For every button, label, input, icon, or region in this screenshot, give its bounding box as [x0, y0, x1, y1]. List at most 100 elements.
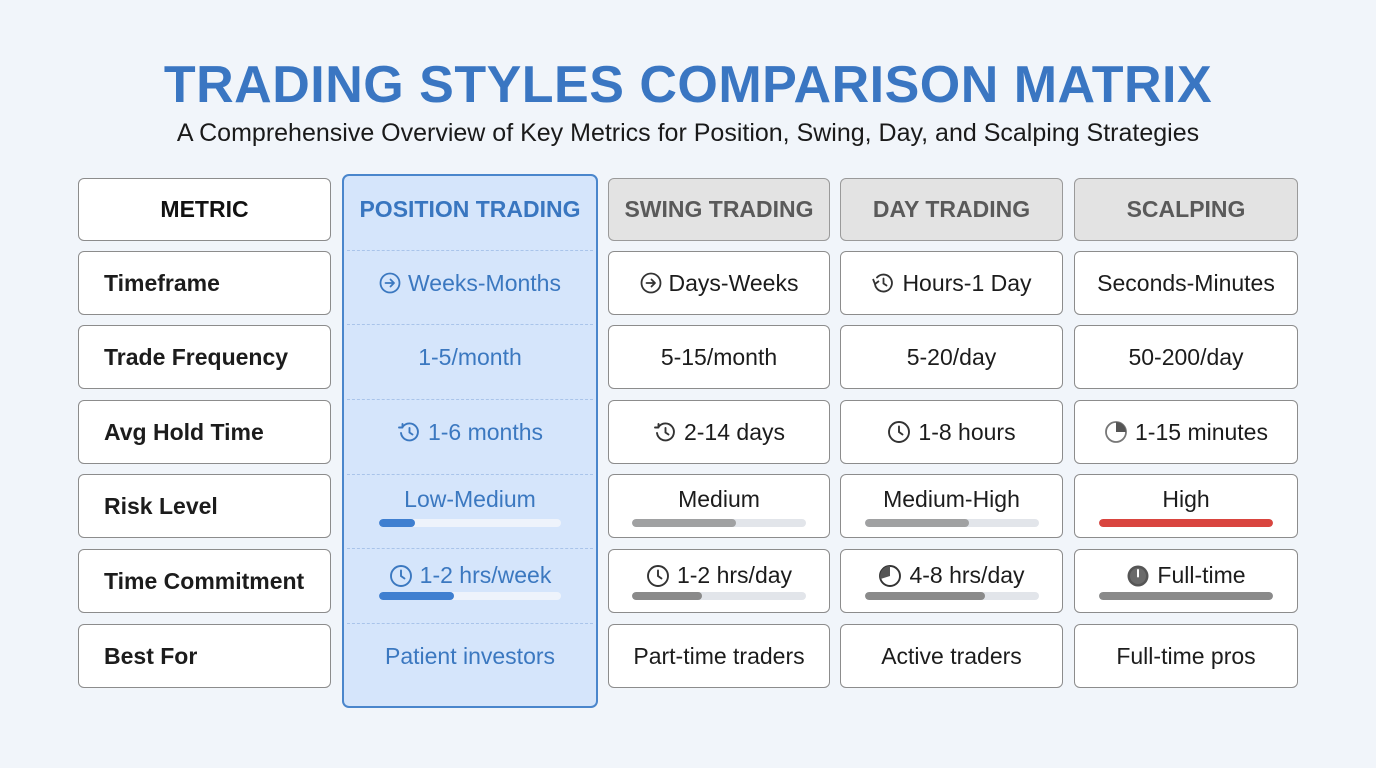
- page-subtitle: A Comprehensive Overview of Key Metrics …: [176, 119, 1200, 147]
- cell-value: 50-200/day: [1128, 343, 1244, 370]
- scalping-risk: High: [1074, 474, 1298, 538]
- filled-clock-icon: [1126, 564, 1150, 588]
- day-commitment: 4-8 hrs/day: [840, 549, 1063, 613]
- cell-value: 1-15 minutes: [1135, 418, 1268, 445]
- cell-value: 2-14 days: [683, 418, 785, 445]
- metric-time-commitment: Time Commitment: [78, 549, 331, 613]
- position-commitment: 1-2 hrs/week: [344, 549, 596, 613]
- header-position-label: POSITION TRADING: [359, 196, 581, 222]
- metric-label: Trade Frequency: [104, 343, 289, 370]
- metric-trade-frequency: Trade Frequency: [78, 325, 331, 389]
- clock-icon: [389, 564, 413, 588]
- cell-value: Full-time: [1157, 562, 1246, 588]
- header-scalping-label: SCALPING: [1126, 196, 1246, 222]
- arrow-right-circle-icon: [379, 272, 401, 294]
- scalping-frequency: 50-200/day: [1074, 325, 1298, 389]
- cell-value: 1-2 hrs/week: [419, 562, 552, 588]
- position-divider: [347, 548, 593, 549]
- scalping-timeframe: Seconds-Minutes: [1074, 251, 1298, 315]
- cell-value: Full-time pros: [1116, 642, 1256, 669]
- metric-label: Risk Level: [104, 492, 218, 519]
- risk-bar: [632, 518, 806, 527]
- metric-label: Avg Hold Time: [104, 418, 264, 445]
- commitment-bar: [1099, 592, 1273, 600]
- header-day-trading: DAY TRADING: [840, 178, 1063, 241]
- pie-clock-icon: [878, 564, 902, 588]
- commitment-bar-fill: [864, 592, 985, 600]
- page-title: TRADING STYLES COMPARISON MATRIX: [163, 56, 1213, 114]
- header-position-trading: POSITION TRADING: [344, 178, 596, 241]
- commitment-bar: [864, 592, 1039, 600]
- header-scalping: SCALPING: [1074, 178, 1298, 241]
- swing-timeframe: Days-Weeks: [608, 251, 830, 315]
- cell-value: 1-6 months: [427, 418, 544, 445]
- commitment-bar-fill: [1099, 592, 1273, 600]
- cell-value: 1-2 hrs/day: [676, 562, 793, 588]
- swing-commitment: 1-2 hrs/day: [608, 549, 830, 613]
- commitment-bar-fill: [379, 592, 454, 600]
- cell-value: High: [1162, 485, 1210, 512]
- swing-frequency: 5-15/month: [608, 325, 830, 389]
- metric-timeframe: Timeframe: [78, 251, 331, 315]
- risk-bar-fill: [632, 518, 737, 527]
- position-divider: [347, 324, 593, 325]
- cell-value: Medium: [678, 485, 760, 512]
- scalping-hold: 1-15 minutes: [1074, 400, 1298, 464]
- commitment-bar-fill: [632, 592, 702, 600]
- risk-bar-fill: [864, 518, 969, 527]
- risk-bar: [379, 518, 561, 527]
- day-risk: Medium-High: [840, 474, 1063, 538]
- quarter-pie-icon: [1104, 420, 1128, 444]
- position-risk: Low-Medium: [344, 474, 596, 538]
- commitment-bar: [632, 592, 806, 600]
- scalping-commitment: Full-time: [1074, 549, 1298, 613]
- header-swing-label: SWING TRADING: [624, 196, 814, 222]
- day-frequency: 5-20/day: [840, 325, 1063, 389]
- header-metric: METRIC: [78, 178, 331, 241]
- history-icon: [653, 421, 677, 443]
- timer-refresh-icon: [871, 272, 895, 294]
- swing-best-for: Part-time traders: [608, 624, 830, 688]
- risk-bar: [1099, 518, 1273, 527]
- commitment-bar: [379, 592, 561, 600]
- cell-value: 1-8 hours: [918, 418, 1016, 445]
- position-timeframe: Weeks-Months: [344, 251, 596, 315]
- cell-value: Low-Medium: [404, 485, 536, 512]
- cell-value: 5-20/day: [906, 343, 997, 370]
- position-divider: [347, 250, 593, 251]
- metric-label: Timeframe: [104, 269, 220, 296]
- cell-value: 1-5/month: [418, 343, 522, 370]
- day-timeframe: Hours-1 Day: [840, 251, 1063, 315]
- metric-label: Time Commitment: [104, 567, 305, 594]
- metric-best-for: Best For: [78, 624, 331, 688]
- clock-icon: [887, 420, 911, 444]
- position-divider: [347, 399, 593, 400]
- history-icon: [397, 421, 421, 443]
- cell-value: Part-time traders: [633, 642, 805, 669]
- position-best-for: Patient investors: [344, 624, 596, 688]
- metric-risk-level: Risk Level: [78, 474, 331, 538]
- cell-value: Patient investors: [384, 642, 556, 669]
- swing-hold: 2-14 days: [608, 400, 830, 464]
- cell-value: 5-15/month: [660, 343, 778, 370]
- risk-bar-fill: [379, 518, 416, 527]
- position-divider: [347, 623, 593, 624]
- metric-avg-hold-time: Avg Hold Time: [78, 400, 331, 464]
- position-divider: [347, 474, 593, 475]
- cell-value: 4-8 hrs/day: [909, 562, 1025, 588]
- clock-icon: [646, 564, 670, 588]
- metric-label: Best For: [104, 642, 198, 669]
- cell-value: Days-Weeks: [668, 269, 799, 296]
- position-column-highlight: [342, 174, 598, 708]
- day-best-for: Active traders: [840, 624, 1063, 688]
- day-hold: 1-8 hours: [840, 400, 1063, 464]
- cell-value: Seconds-Minutes: [1097, 269, 1275, 296]
- risk-bar-fill: [1099, 518, 1273, 527]
- risk-bar: [864, 518, 1039, 527]
- scalping-best-for: Full-time pros: [1074, 624, 1298, 688]
- position-frequency: 1-5/month: [344, 325, 596, 389]
- position-hold: 1-6 months: [344, 400, 596, 464]
- swing-risk: Medium: [608, 474, 830, 538]
- cell-value: Weeks-Months: [408, 269, 561, 296]
- header-metric-label: METRIC: [160, 196, 249, 222]
